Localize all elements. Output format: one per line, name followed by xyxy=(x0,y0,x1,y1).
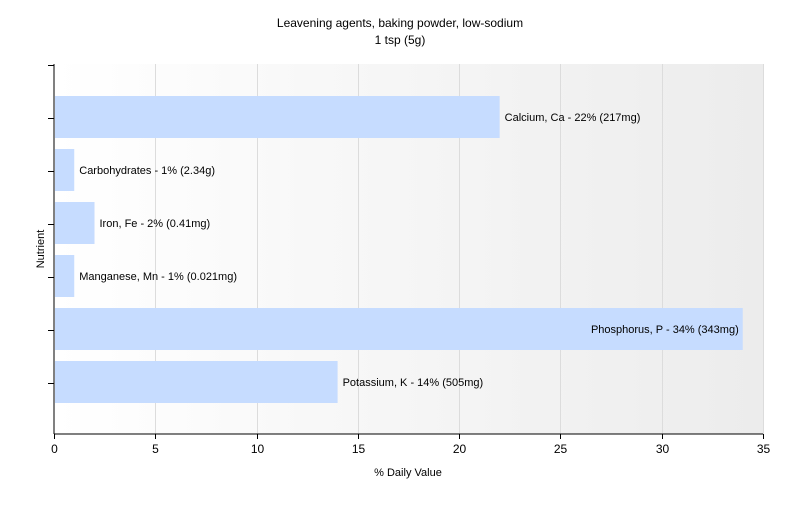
x-tick-label: 20 xyxy=(453,442,467,456)
x-tick-label: 0 xyxy=(51,442,58,456)
x-axis-title: % Daily Value xyxy=(374,467,442,479)
chart-subtitle: 1 tsp (5g) xyxy=(375,33,426,47)
bar xyxy=(55,202,95,244)
bar xyxy=(55,308,743,350)
x-tick-label: 35 xyxy=(757,442,771,456)
bar-data-label: Iron, Fe - 2% (0.41mg) xyxy=(100,218,211,230)
y-axis-title: Nutrient xyxy=(35,230,47,269)
bar xyxy=(55,361,338,403)
x-tick-label: 10 xyxy=(251,442,265,456)
y-axis-ticks xyxy=(48,65,54,384)
bars xyxy=(55,96,743,403)
x-tick-label: 15 xyxy=(352,442,366,456)
bar xyxy=(55,255,75,297)
bar xyxy=(55,96,500,138)
bar xyxy=(55,149,75,191)
bar-data-label: Calcium, Ca - 22% (217mg) xyxy=(505,112,641,124)
bar-data-label: Phosphorus, P - 34% (343mg) xyxy=(591,324,739,336)
bar-data-label: Potassium, K - 14% (505mg) xyxy=(343,377,484,389)
chart-title: Leavening agents, baking powder, low-sod… xyxy=(277,16,523,30)
x-axis-ticks: 0 5 10 15 20 25 30 35 xyxy=(51,434,770,456)
x-tick-label: 30 xyxy=(656,442,670,456)
data-labels: Calcium, Ca - 22% (217mg) Carbohydrates -… xyxy=(79,112,738,389)
x-tick-label: 25 xyxy=(554,442,568,456)
bar-data-label: Carbohydrates - 1% (2.34g) xyxy=(79,165,215,177)
bar-data-label: Manganese, Mn - 1% (0.021mg) xyxy=(79,271,237,283)
x-tick-label: 5 xyxy=(152,442,159,456)
